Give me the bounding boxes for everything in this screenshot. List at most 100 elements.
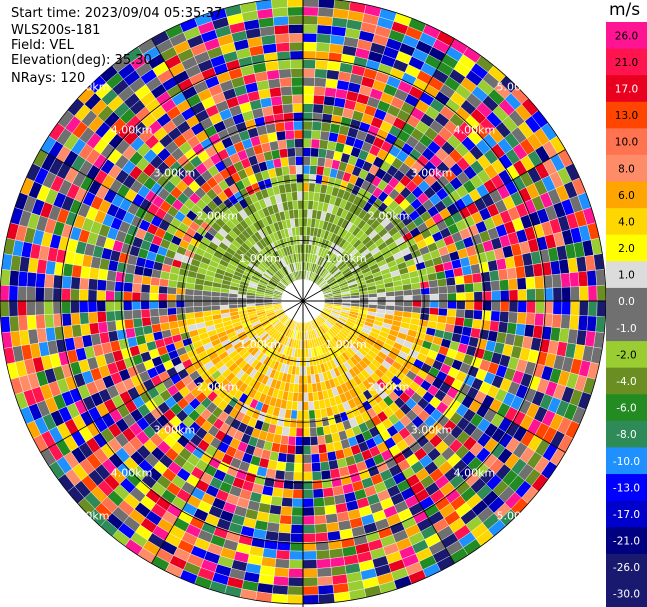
velocity-gate xyxy=(579,300,589,317)
velocity-gate xyxy=(278,523,292,534)
velocity-gate xyxy=(273,567,290,578)
velocity-gate xyxy=(158,278,169,287)
colorbar-tick-label: 2.0 xyxy=(618,243,635,255)
velocity-gate xyxy=(534,313,545,327)
velocity-gate xyxy=(299,235,304,245)
velocity-gate xyxy=(282,174,291,185)
colorbar-tick-label: -13.0 xyxy=(613,482,640,494)
velocity-gate xyxy=(106,320,117,333)
velocity-gate xyxy=(446,308,457,318)
velocity-gate xyxy=(115,319,126,331)
velocity-gate xyxy=(302,15,319,25)
velocity-gate xyxy=(0,269,11,286)
velocity-gate xyxy=(275,461,287,472)
range-ring-label: 1.00km xyxy=(239,252,281,265)
velocity-gate xyxy=(35,286,45,302)
colorbar-tick-label: 17.0 xyxy=(615,83,638,95)
velocity-gate xyxy=(296,419,304,429)
range-ring-label: 5.00km xyxy=(68,81,110,94)
velocity-gate xyxy=(327,530,342,542)
velocity-gate xyxy=(123,309,133,320)
velocity-gate xyxy=(123,272,135,284)
velocity-gate xyxy=(287,585,304,596)
velocity-gate xyxy=(437,315,448,324)
velocity-gate xyxy=(114,281,125,292)
velocity-gate xyxy=(284,471,295,481)
colorbar-tick-label: -2.0 xyxy=(616,349,637,361)
velocity-gate xyxy=(307,392,314,402)
velocity-gate xyxy=(264,60,279,72)
velocity-gate xyxy=(80,323,91,337)
velocity-gate xyxy=(281,94,293,105)
velocity-gate xyxy=(325,78,339,89)
velocity-gate xyxy=(277,139,288,150)
velocity-gate xyxy=(324,433,334,445)
velocity-gate xyxy=(525,312,536,326)
velocity-gate xyxy=(506,322,518,335)
velocity-gate xyxy=(454,316,465,327)
velocity-gate xyxy=(317,7,334,18)
colorbar-swatch xyxy=(606,474,647,502)
velocity-gate xyxy=(497,268,509,281)
velocity-gate xyxy=(438,285,448,295)
velocity-gate xyxy=(316,558,332,569)
velocity-gate xyxy=(310,453,321,464)
velocity-gate xyxy=(293,120,304,131)
velocity-gate xyxy=(437,278,448,287)
velocity-gate xyxy=(270,149,281,160)
colorbar-swatch xyxy=(606,580,647,607)
velocity-gate xyxy=(283,112,294,123)
velocity-gate xyxy=(320,121,332,133)
velocity-gate xyxy=(176,313,187,322)
velocity-gate xyxy=(284,121,295,131)
velocity-gate xyxy=(526,300,536,314)
range-ring-label: 2.00km xyxy=(368,381,410,394)
velocity-gate xyxy=(586,315,597,332)
azimuth-spoke xyxy=(302,300,566,453)
velocity-gate xyxy=(312,103,324,114)
velocity-gate xyxy=(271,0,288,9)
velocity-gate xyxy=(302,585,319,596)
range-ring-label: 1.00km xyxy=(325,338,367,351)
velocity-gate xyxy=(302,138,312,148)
velocity-gate xyxy=(489,320,500,333)
velocity-gate xyxy=(96,300,106,312)
velocity-gate xyxy=(44,313,55,329)
velocity-gate xyxy=(44,273,55,289)
velocity-gate xyxy=(319,461,331,472)
velocity-gate xyxy=(315,42,331,53)
colorbar-swatch xyxy=(606,394,647,422)
velocity-gate xyxy=(318,0,335,9)
velocity-gate xyxy=(569,314,580,331)
velocity-gate xyxy=(35,314,46,330)
range-ring-label: 4.00km xyxy=(454,124,496,137)
colorbar-swatch xyxy=(606,261,647,289)
velocity-gate xyxy=(506,267,518,280)
velocity-gate xyxy=(149,300,159,310)
range-ring-label: 1.00km xyxy=(239,338,281,351)
velocity-gate xyxy=(326,521,340,533)
velocity-gate xyxy=(302,164,311,175)
velocity-gate xyxy=(274,469,286,481)
velocity-gate xyxy=(295,226,300,236)
velocity-gate xyxy=(291,506,304,517)
velocity-gate xyxy=(481,310,492,321)
velocity-gate xyxy=(290,182,298,193)
velocity-gate xyxy=(277,452,288,463)
azimuth-spoke xyxy=(40,300,304,453)
velocity-gate xyxy=(438,307,448,317)
velocity-gate xyxy=(310,138,321,149)
velocity-gate xyxy=(273,113,285,124)
velocity-gate xyxy=(438,293,448,302)
velocity-gate xyxy=(315,59,329,70)
velocity-gate xyxy=(275,130,287,141)
velocity-gate xyxy=(282,103,294,114)
velocity-gate xyxy=(313,86,326,97)
colorbar-swatch xyxy=(606,367,647,395)
ppi-plot: 1.00km 1.00km 1.00km 1.00km 2.00km 2.00km 2.00… xyxy=(0,0,606,607)
velocity-gate xyxy=(62,262,74,277)
velocity-gate xyxy=(123,318,135,330)
velocity-gate xyxy=(269,140,280,152)
velocity-gate xyxy=(302,445,312,455)
velocity-gate xyxy=(150,315,161,326)
